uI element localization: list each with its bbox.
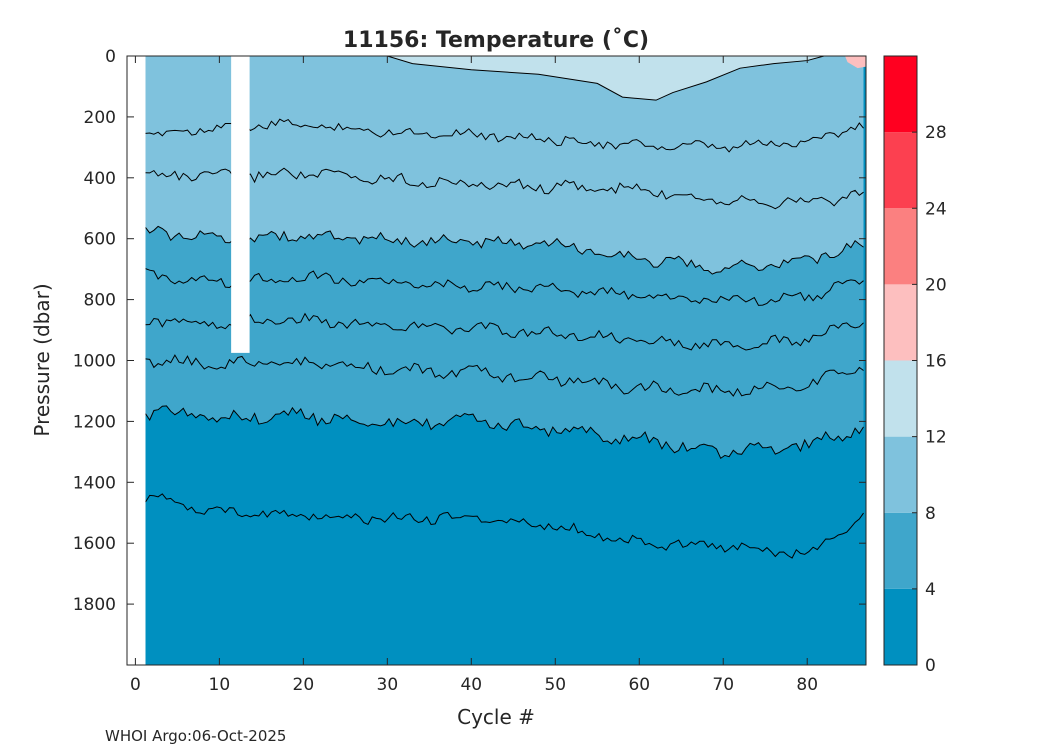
y-tick-label: 1400 xyxy=(73,473,116,493)
colorbar-tick-label: 20 xyxy=(925,275,947,295)
x-axis: 0 10 20 30 40 50 60 70 80 xyxy=(130,56,818,695)
colorbar-tick-label: 12 xyxy=(925,428,947,448)
y-tick-label: 1200 xyxy=(73,412,116,432)
y-tick-label: 1800 xyxy=(73,595,116,615)
x-tick-label: 0 xyxy=(130,675,141,695)
x-tick-label: 80 xyxy=(796,675,818,695)
isotherm-5 xyxy=(145,354,864,397)
colorbar-segment xyxy=(884,512,917,589)
y-tick-label: 800 xyxy=(84,291,116,311)
x-tick-label: 20 xyxy=(293,675,315,695)
isotherm-12 xyxy=(387,56,825,101)
colorbar-tick-label: 28 xyxy=(925,123,947,143)
x-tick-label: 70 xyxy=(712,675,734,695)
isotherm-8 xyxy=(145,225,864,275)
x-axis-label: Cycle # xyxy=(457,705,535,729)
isotherm-6 xyxy=(145,312,864,351)
isotherm-contours xyxy=(145,56,864,559)
colorbar-segment xyxy=(884,132,917,209)
colorbar-segment xyxy=(884,360,917,437)
x-tick-label: 60 xyxy=(628,675,650,695)
x-tick-label: 40 xyxy=(460,675,482,695)
missing-cycles-11-13 xyxy=(231,56,250,353)
colorbar-tick-label: 16 xyxy=(925,352,947,372)
x-tick-label: 50 xyxy=(544,675,566,695)
isotherm-4 xyxy=(145,405,864,460)
chart-title: 11156: Temperature (˚C) xyxy=(343,28,649,53)
colorbar-segment xyxy=(884,56,917,133)
colorbar-tick-label: 24 xyxy=(925,199,947,219)
y-tick-label: 200 xyxy=(84,108,116,128)
isotherm-3 xyxy=(145,493,864,559)
gap-before-first-profile xyxy=(127,56,146,665)
colorbar-tick-label: 0 xyxy=(925,656,936,676)
colorbar-tick-label: 8 xyxy=(925,504,936,524)
y-tick-label: 0 xyxy=(105,47,116,67)
band-8-12C xyxy=(145,56,864,275)
colorbar: 0 4 8 12 16 20 24 28 xyxy=(883,55,947,676)
data-gaps xyxy=(127,56,250,665)
isotherm-7 xyxy=(145,268,864,306)
y-axis-label: Pressure (dbar) xyxy=(30,283,54,436)
y-tick-label: 1600 xyxy=(73,534,116,554)
temperature-bands xyxy=(145,56,866,665)
y-axis: 0 200 400 600 800 1000 1200 1400 1600 1800 xyxy=(73,47,866,615)
colorbar-segment xyxy=(884,208,917,285)
footer-credit: WHOI Argo:06-Oct-2025 xyxy=(105,727,286,745)
x-tick-label: 10 xyxy=(209,675,231,695)
y-tick-label: 600 xyxy=(84,230,116,250)
colorbar-segment xyxy=(884,284,917,361)
isotherm-11 xyxy=(145,118,864,153)
colorbar-segment xyxy=(884,588,917,665)
band-16-20C xyxy=(845,56,866,69)
colorbar-tick-label: 4 xyxy=(925,580,936,600)
x-tick-label: 30 xyxy=(377,675,399,695)
y-tick-label: 400 xyxy=(84,169,116,189)
band-12-16C xyxy=(387,56,825,101)
y-tick-label: 1000 xyxy=(73,352,116,372)
colorbar-segment xyxy=(884,436,917,513)
isotherm-10 xyxy=(145,167,864,210)
